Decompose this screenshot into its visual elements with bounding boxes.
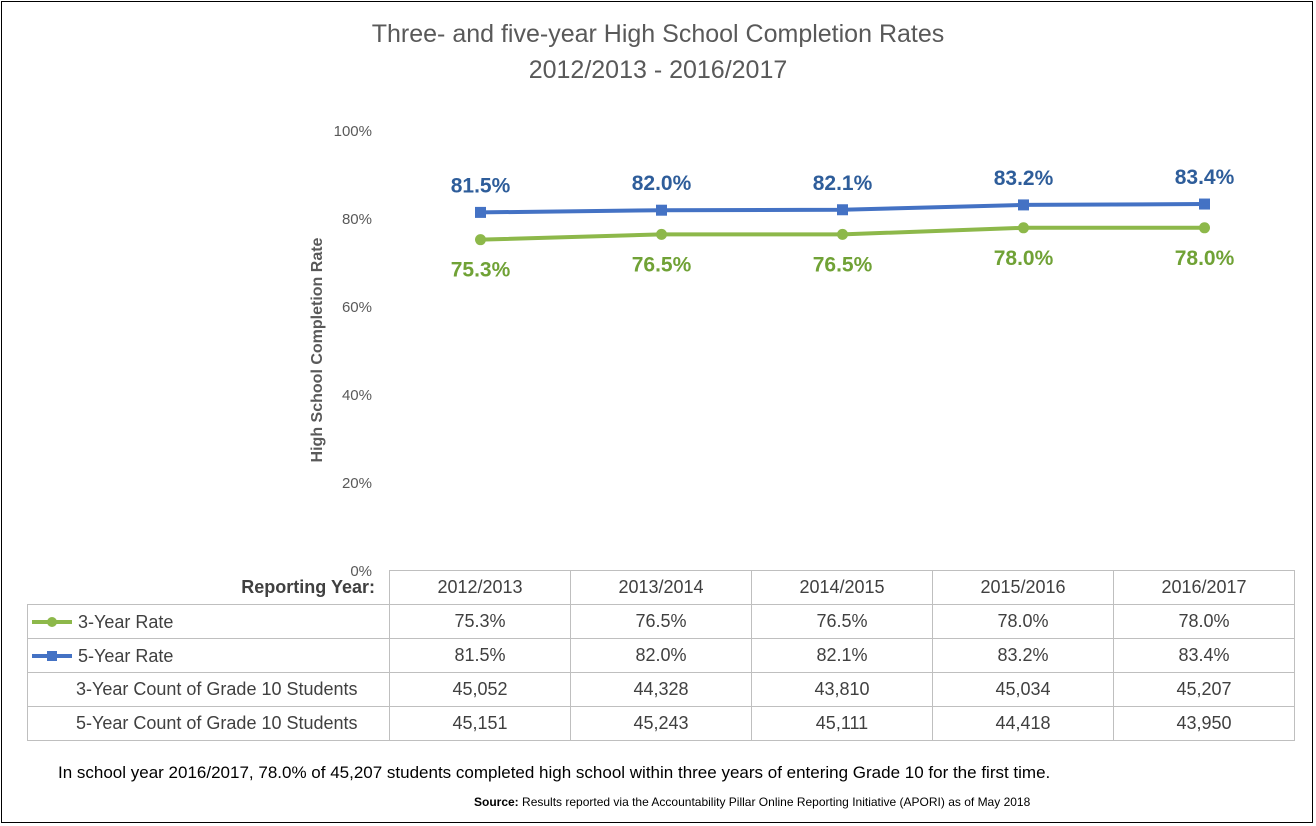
data-label: 82.1% (813, 172, 873, 195)
table-cell: 43,810 (751, 672, 933, 707)
data-label: 78.0% (1175, 247, 1235, 270)
data-labels: 81.5% 82.0% 82.1% 83.2% 83.4% 75.3% 76.5% 76.5%… (451, 166, 1235, 282)
data-point-square (1199, 198, 1210, 210)
y-tick-label: 20% (342, 475, 372, 492)
data-label: 83.2% (994, 167, 1054, 190)
year-header: 2014/2015 (751, 570, 933, 605)
data-label: 76.5% (632, 253, 692, 276)
summary-note: In school year 2016/2017, 78.0% of 45,20… (58, 763, 1051, 782)
data-label: 83.4% (1175, 166, 1235, 189)
data-point-square (475, 206, 486, 218)
table-cell: 83.4% (1113, 638, 1295, 673)
table-cell: 76.5% (570, 604, 752, 639)
legend-square-icon (32, 650, 72, 661)
data-point-circle (1018, 222, 1029, 234)
data-point-square (837, 204, 848, 216)
series-markers (475, 198, 1210, 246)
data-label: 75.3% (451, 259, 511, 282)
table-cell: 45,243 (570, 706, 752, 741)
year-header: 2012/2013 (389, 570, 571, 605)
table-cell: 45,052 (389, 672, 571, 707)
row-label-5-year-count: 5-Year Count of Grade 10 Students (27, 706, 390, 741)
table-cell: 45,207 (1113, 672, 1295, 707)
table-cell: 75.3% (389, 604, 571, 639)
table-row: 5-Year Rate 81.5% 82.0% 82.1% 83.2% 83.4… (27, 638, 1295, 673)
y-tick-label: 60% (342, 299, 372, 316)
chart-title: Three- and five-year High School Complet… (371, 20, 945, 48)
y-axis-ticks: 0%20%40%60%80%100% (334, 123, 372, 580)
row-label-text: 5-Year Rate (78, 645, 174, 666)
table-cell: 45,034 (932, 672, 1114, 707)
data-point-square (1018, 199, 1029, 211)
legend-circle-icon (32, 616, 72, 627)
data-point-circle (656, 228, 667, 240)
table-cell: 76.5% (751, 604, 933, 639)
row-label-3-year-count: 3-Year Count of Grade 10 Students (27, 672, 390, 707)
row-label-5-year-rate: 5-Year Rate (27, 638, 390, 673)
table-row: 3-Year Rate 75.3% 76.5% 76.5% 78.0% 78.0… (27, 604, 1295, 639)
table-row: 3-Year Count of Grade 10 Students 45,052… (27, 672, 1295, 707)
table-header-row: Reporting Year: 2012/2013 2013/2014 2014… (27, 570, 1295, 605)
y-tick-label: 40% (342, 387, 372, 404)
table-cell: 45,111 (751, 706, 933, 741)
y-axis-label: High School Completion Rate (309, 237, 326, 462)
table-cell: 44,328 (570, 672, 752, 707)
table-cell: 44,418 (932, 706, 1114, 741)
data-point-circle (1199, 222, 1210, 234)
source-note: Source: Results reported via the Account… (474, 795, 1030, 809)
table-cell: 82.1% (751, 638, 933, 673)
y-tick-label: 100% (334, 123, 372, 140)
data-label: 81.5% (451, 174, 511, 197)
source-label: Source: (474, 795, 519, 809)
table-cell: 78.0% (1113, 604, 1295, 639)
table-cell: 43,950 (1113, 706, 1295, 741)
table-row: 5-Year Count of Grade 10 Students 45,151… (27, 706, 1295, 741)
table-cell: 45,151 (389, 706, 571, 741)
year-header: 2013/2014 (570, 570, 752, 605)
table-cell: 81.5% (389, 638, 571, 673)
y-tick-label: 80% (342, 211, 372, 228)
data-point-circle (475, 234, 486, 246)
data-point-circle (837, 228, 848, 240)
year-header: 2015/2016 (932, 570, 1114, 605)
chart-subtitle: 2012/2013 - 2016/2017 (528, 56, 788, 84)
year-header: 2016/2017 (1113, 570, 1295, 605)
table-cell: 78.0% (932, 604, 1114, 639)
table-cell: 82.0% (570, 638, 752, 673)
data-point-square (656, 204, 667, 216)
data-label: 82.0% (632, 172, 692, 195)
table-cell: 83.2% (932, 638, 1114, 673)
row-label-3-year-rate: 3-Year Rate (27, 604, 390, 639)
data-table: Reporting Year: 2012/2013 2013/2014 2014… (27, 570, 1295, 741)
data-label: 76.5% (813, 253, 873, 276)
source-text: Results reported via the Accountability … (518, 795, 1031, 809)
row-label-text: 3-Year Rate (78, 611, 174, 632)
data-label: 78.0% (994, 247, 1054, 270)
reporting-year-header: Reporting Year: (27, 570, 390, 605)
